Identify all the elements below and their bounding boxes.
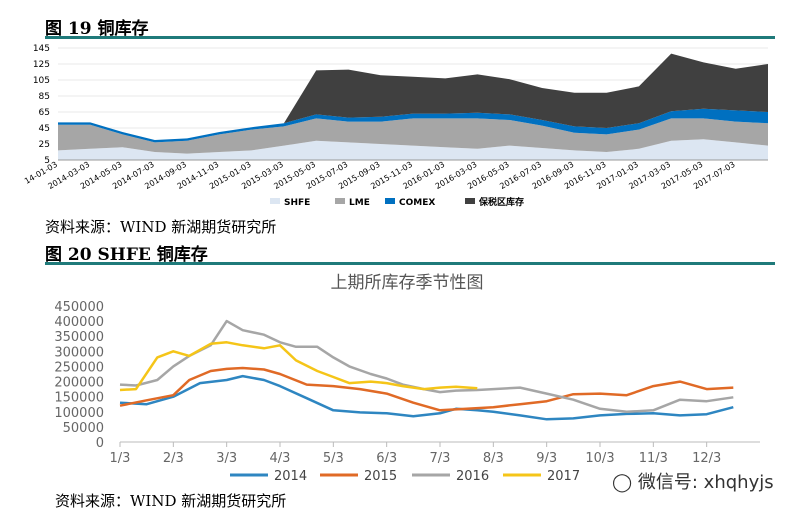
- watermark-text: 微信号: xhqhyjs: [637, 472, 774, 493]
- legend-label: LME: [349, 198, 370, 208]
- figure-20-source: 资料来源：WIND 新湖期货研究所: [55, 492, 287, 510]
- series-line-2016: [119, 319, 734, 414]
- figure-19-title: 图 19 铜库存: [45, 19, 149, 39]
- legend-label: 2017: [547, 469, 580, 484]
- y-tick-label: 25: [39, 140, 50, 150]
- legend-label: 2014: [274, 469, 307, 484]
- x-tick-label: 1/3: [110, 451, 131, 466]
- legend-label: SHFE: [284, 198, 310, 208]
- y-tick-label: 145: [33, 44, 50, 54]
- wechat-icon: ◯: [612, 472, 633, 493]
- inventory-stacked-area-chart: 52545658510512514514-01-032014-03-032014…: [23, 44, 768, 208]
- x-tick-label: 6/3: [376, 451, 397, 466]
- series-line-2015: [119, 366, 734, 412]
- y-tick-label: 150000: [54, 391, 104, 406]
- y-tick-label: 450000: [54, 300, 104, 315]
- legend-swatch: [270, 198, 280, 204]
- y-tick-label: 45: [39, 124, 50, 134]
- figure-19-rule: [45, 36, 775, 39]
- y-tick-label: 400000: [54, 315, 104, 330]
- y-tick-label: 100000: [54, 406, 104, 421]
- area-3: [58, 108, 768, 143]
- shfe-seasonal-line-chart: 上期所库存季节性图0500001000001500002000002500003…: [54, 273, 760, 484]
- wechat-watermark: ◯ 微信号: xhqhyjs: [612, 468, 774, 494]
- legend-swatch: [465, 198, 475, 204]
- chart-title: 上期所库存季节性图: [331, 273, 484, 293]
- y-tick-label: 300000: [54, 345, 104, 360]
- y-tick-label: 125: [33, 60, 50, 70]
- figure-19-source: 资料来源：WIND 新湖期货研究所: [45, 218, 277, 236]
- y-tick-label: 105: [33, 76, 50, 86]
- x-tick-label: 9/3: [536, 451, 557, 466]
- area-2: [58, 118, 768, 154]
- x-tick-label: 5/3: [323, 451, 344, 466]
- area-1: [58, 139, 768, 160]
- x-tick-label: 7/3: [430, 451, 451, 466]
- y-tick-label: 0: [96, 436, 104, 451]
- legend-label: 2015: [364, 469, 397, 484]
- x-tick-label: 2/3: [163, 451, 184, 466]
- x-tick-label: 12/3: [692, 451, 721, 466]
- legend-label: 2016: [456, 469, 489, 484]
- y-tick-label: 50000: [63, 421, 104, 436]
- y-tick-label: 5: [44, 156, 50, 166]
- y-tick-label: 85: [39, 92, 50, 102]
- y-tick-label: 250000: [54, 360, 104, 375]
- x-tick-label: 10/3: [585, 451, 614, 466]
- y-tick-label: 350000: [54, 330, 104, 345]
- x-tick-label: 3/3: [216, 451, 237, 466]
- series-line-2014: [119, 374, 734, 421]
- figure-20-rule: [45, 262, 775, 265]
- x-tick-label: 8/3: [483, 451, 504, 466]
- area-4: [58, 53, 768, 140]
- series-line-2017: [119, 341, 478, 392]
- y-tick-label: 200000: [54, 376, 104, 391]
- legend-swatch: [385, 198, 395, 204]
- legend-swatch: [335, 198, 345, 204]
- x-tick-label: 11/3: [639, 451, 668, 466]
- x-tick-label: 4/3: [270, 451, 291, 466]
- legend-label: 保税区库存: [478, 196, 524, 208]
- figure-20-title: 图 20 SHFE 铜库存: [45, 245, 208, 265]
- legend-label: COMEX: [399, 198, 435, 208]
- y-tick-label: 65: [39, 108, 50, 118]
